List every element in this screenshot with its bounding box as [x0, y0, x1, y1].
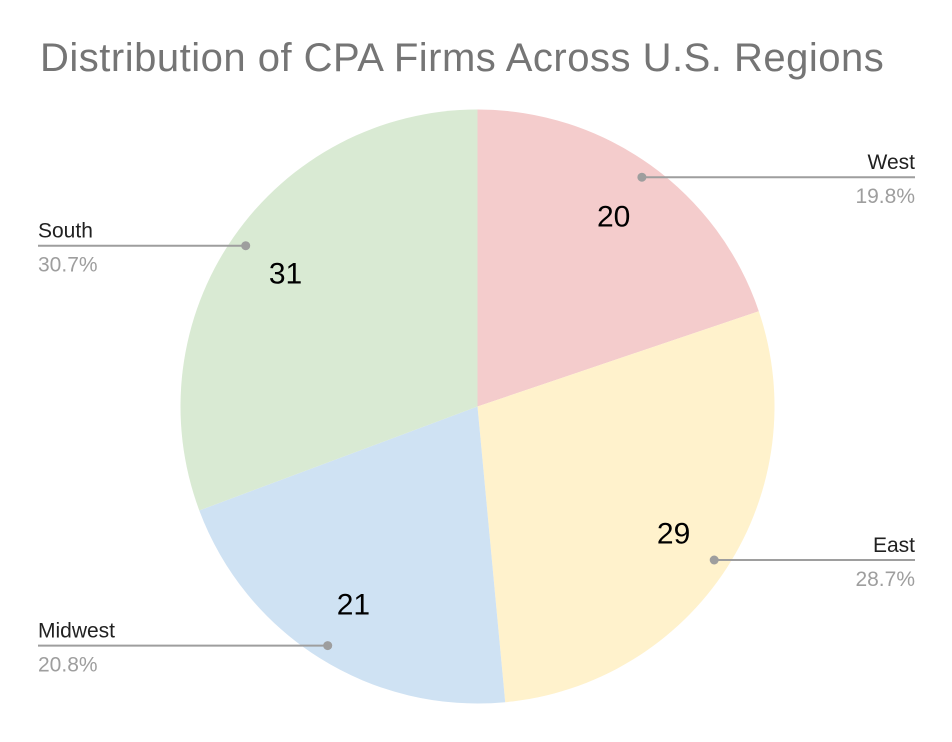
percent-label-west: 19.8%	[855, 185, 915, 208]
pie-slice-east[interactable]	[477, 311, 775, 703]
percent-label-south: 30.7%	[38, 254, 98, 277]
category-label-midwest: Midwest	[38, 620, 115, 643]
leader-dot-south	[241, 241, 251, 251]
leader-dot-east	[709, 555, 719, 565]
pie-slice-midwest[interactable]	[199, 406, 506, 704]
pie-slice-west[interactable]	[477, 109, 759, 407]
value-label-east: 29	[657, 518, 690, 551]
percent-label-east: 28.7%	[855, 568, 915, 591]
category-label-west: West	[868, 151, 916, 174]
value-label-west: 20	[597, 201, 630, 234]
value-label-south: 31	[269, 257, 302, 290]
leader-dot-midwest	[323, 641, 333, 651]
percent-label-midwest: 20.8%	[38, 654, 98, 677]
leader-dot-west	[637, 172, 647, 182]
chart-title: Distribution of CPA Firms Across U.S. Re…	[40, 36, 885, 80]
pie-slice-south[interactable]	[180, 109, 478, 511]
category-label-south: South	[38, 220, 93, 243]
category-label-east: East	[873, 534, 915, 557]
value-label-midwest: 21	[337, 589, 370, 622]
